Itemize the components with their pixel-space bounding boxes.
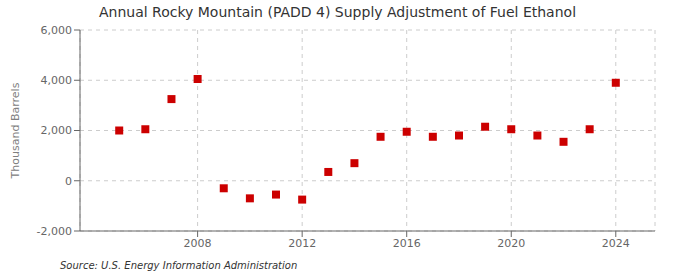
svg-text:2012: 2012 [288, 237, 316, 250]
svg-text:0: 0 [65, 175, 72, 188]
svg-text:2020: 2020 [497, 237, 525, 250]
svg-text:Thousand Barrels: Thousand Barrels [9, 82, 22, 179]
svg-text:2008: 2008 [184, 237, 212, 250]
html-text:Annual Rocky Mountain (PADD 4): Annual Rocky Mountain (PADD 4) Supply Ad… [99, 4, 576, 20]
svg-text:2024: 2024 [602, 237, 630, 250]
svg-text:2016: 2016 [393, 237, 421, 250]
html-text:Source: U.S. Energy Informatio: Source: U.S. Energy Information Administ… [60, 260, 298, 271]
svg-text:6,000: 6,000 [41, 24, 73, 37]
svg-text:-2,000: -2,000 [37, 225, 72, 238]
svg-text:4,000: 4,000 [41, 74, 73, 87]
svg-text:2,000: 2,000 [41, 124, 73, 137]
